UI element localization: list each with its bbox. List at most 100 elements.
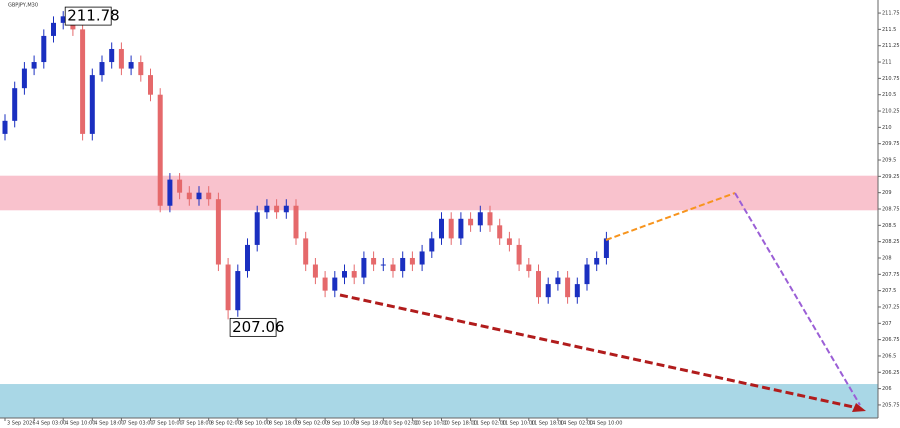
- y-tick-label: 208.75: [882, 207, 900, 213]
- y-tick-label: 210.75: [882, 76, 900, 82]
- candle-body: [594, 257, 600, 265]
- candle-body: [225, 264, 231, 311]
- y-tick-label: 208.25: [882, 239, 900, 245]
- candle-body: [206, 192, 212, 200]
- candle-body: [196, 192, 202, 200]
- x-tick-label: 8 Sep 02:00: [211, 421, 241, 427]
- candle-body: [584, 264, 590, 285]
- x-tick-label: 14 Sep 02:00: [560, 421, 593, 427]
- y-tick-label: 206.25: [882, 370, 900, 376]
- candle-body: [371, 257, 377, 265]
- candle-body: [99, 62, 105, 76]
- y-tick-label: 211.75: [882, 11, 900, 17]
- candle-body: [448, 218, 454, 239]
- x-tick-label: 8 Sep 10:00: [240, 421, 270, 427]
- candle-body: [487, 212, 493, 226]
- candle-body: [409, 257, 415, 265]
- candle-body: [429, 238, 435, 252]
- x-tick-label: 10 Sep 18:00: [444, 421, 477, 427]
- x-tick-label: 10 Sep 02:00: [385, 421, 418, 427]
- zone: [0, 384, 878, 418]
- candle-body: [361, 257, 367, 278]
- x-tick-label: 9 Sep 18:00: [356, 421, 386, 427]
- candle-body: [303, 238, 309, 265]
- x-tick-label: 3 Sep 2026: [7, 421, 36, 427]
- y-tick-label: 211.5: [882, 27, 896, 33]
- x-tick-label: 11 Sep 02:00: [473, 421, 506, 427]
- candle-body: [177, 179, 183, 193]
- y-tick-label: 207.75: [882, 272, 900, 278]
- x-tick-label: 7 Sep 18:00: [182, 421, 212, 427]
- candle-body: [545, 284, 551, 298]
- candle-body: [51, 22, 56, 36]
- candle-body: [254, 212, 260, 245]
- candle-body: [12, 88, 18, 121]
- candle-body: [312, 264, 318, 278]
- candle-body: [274, 205, 280, 213]
- candle-body: [400, 257, 406, 272]
- candle-body: [516, 244, 522, 265]
- annotation-box: [229, 317, 277, 337]
- candle-body: [31, 62, 37, 69]
- candle-body: [21, 68, 27, 89]
- x-tick-label: 11 Sep 10:00: [502, 421, 535, 427]
- y-tick-label: 209: [882, 190, 892, 196]
- y-tick-label: 209.75: [882, 141, 900, 147]
- y-tick-label: 207: [882, 321, 892, 327]
- y-tick-label: 209.5: [882, 158, 896, 164]
- y-tick-label: 207.25: [882, 304, 900, 310]
- y-tick-label: 206.5: [882, 353, 896, 359]
- candle-body: [167, 179, 173, 206]
- candle-body: [215, 199, 221, 265]
- chart-title: GBPJPY,M30: [8, 3, 38, 9]
- zones: [0, 175, 878, 418]
- x-tick-label: 8 Sep 18:00: [269, 421, 299, 427]
- candle-body: [332, 277, 338, 291]
- candle-body: [380, 264, 386, 266]
- candle-body: [390, 264, 396, 272]
- x-tick-label: 4 Sep 03:00: [36, 421, 66, 427]
- x-tick-label: 9 Sep 10:00: [327, 421, 357, 427]
- candle-body: [439, 218, 444, 239]
- x-tick-label: 7 Sep 10:00: [153, 421, 183, 427]
- candle-body: [526, 264, 532, 272]
- x-tick-label: 4 Sep 18:00: [94, 421, 124, 427]
- y-tick-label: 208.5: [882, 223, 896, 229]
- y-tick-label: 207.5: [882, 288, 896, 294]
- zone: [0, 175, 878, 211]
- candle-body: [2, 120, 8, 134]
- candle-body: [138, 62, 144, 76]
- arrow-head: [852, 403, 866, 412]
- candle-body: [118, 48, 124, 69]
- candle-body: [574, 284, 580, 298]
- x-tick-label: 11 Sep 18:00: [531, 421, 564, 427]
- candle-body: [60, 16, 66, 23]
- candle-body: [603, 238, 609, 258]
- forecast-line: [605, 192, 736, 241]
- x-tick-label: 14 Sep 10:00: [589, 421, 622, 427]
- x-tick-label: 7 Sep 03:00: [123, 421, 153, 427]
- candle-body: [477, 212, 483, 226]
- candle-body: [157, 94, 163, 206]
- y-tick-label: 206: [882, 386, 892, 392]
- trend-arrow: [339, 293, 859, 410]
- candle-body: [555, 277, 561, 285]
- y-tick-label: 211.25: [882, 43, 900, 49]
- y-tick-label: 208: [882, 255, 892, 261]
- candle-body: [89, 75, 95, 134]
- candle-body: [351, 271, 357, 278]
- x-tick-label: 4 Sep 10:00: [65, 421, 95, 427]
- candle-body: [109, 48, 115, 63]
- y-tick-label: 210: [882, 125, 892, 131]
- candle-body: [506, 238, 512, 245]
- candle-body: [322, 277, 328, 291]
- candle-body: [235, 271, 241, 311]
- candle-body: [536, 271, 541, 298]
- candle-body: [293, 205, 299, 239]
- y-tick-label: 206.75: [882, 337, 900, 343]
- candle-body: [565, 277, 571, 298]
- candle-body: [342, 271, 347, 278]
- candle-body: [41, 35, 47, 63]
- y-tick-label: 211: [882, 60, 892, 66]
